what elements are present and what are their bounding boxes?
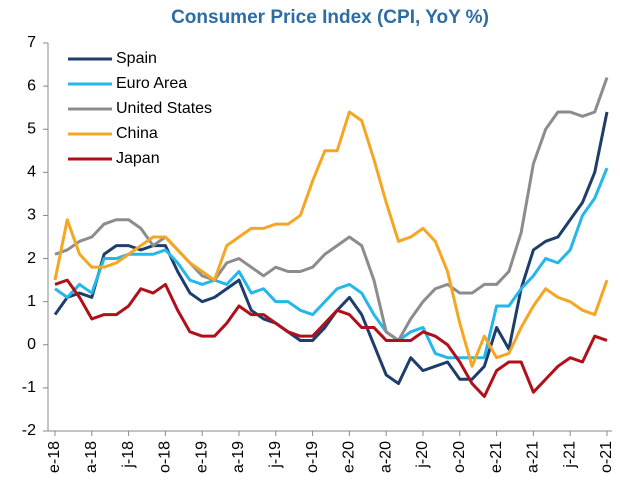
y-tick-label: 4 — [27, 164, 36, 181]
x-tick-label: o-19 — [304, 441, 321, 473]
y-tick-label: 6 — [27, 77, 36, 94]
x-tick-label: a-18 — [83, 441, 100, 473]
x-tick-label: o-21 — [598, 441, 615, 473]
legend-label: Japan — [116, 150, 160, 167]
y-tick-label: -2 — [22, 422, 36, 439]
series-line — [54, 76, 609, 342]
legend-label: United States — [116, 100, 212, 117]
series-line — [53, 110, 609, 368]
chart-title: Consumer Price Index (CPI, YoY %) — [171, 7, 489, 28]
x-tick-label: j-21 — [561, 441, 578, 469]
y-tick-label: 2 — [27, 250, 36, 267]
x-tick-label: j-19 — [267, 441, 284, 469]
x-tick-label: e-18 — [46, 441, 63, 473]
x-tick-label: a-19 — [230, 441, 247, 473]
series-line — [54, 278, 608, 399]
x-tick-label: o-20 — [451, 441, 468, 473]
legend-label: Euro Area — [116, 75, 187, 92]
y-tick-label: -1 — [22, 379, 36, 396]
y-tick-label: 5 — [27, 120, 36, 137]
x-tick-label: o-18 — [157, 441, 174, 473]
y-tick-label: 0 — [27, 336, 36, 353]
x-tick-label: e-21 — [488, 441, 505, 473]
y-tick-label: 1 — [27, 293, 36, 310]
x-tick-label: j-20 — [414, 441, 431, 469]
x-tick-label: j-18 — [120, 441, 137, 469]
y-tick-label: 3 — [27, 207, 36, 224]
x-tick-label: e-19 — [193, 441, 210, 473]
x-tick-label: a-21 — [525, 441, 542, 473]
y-tick-label: 7 — [27, 34, 36, 51]
x-tick-label: e-20 — [341, 441, 358, 473]
x-tick-label: a-20 — [377, 441, 394, 473]
legend-label: China — [116, 125, 158, 142]
legend-label: Spain — [116, 50, 157, 67]
series-line — [54, 167, 609, 360]
